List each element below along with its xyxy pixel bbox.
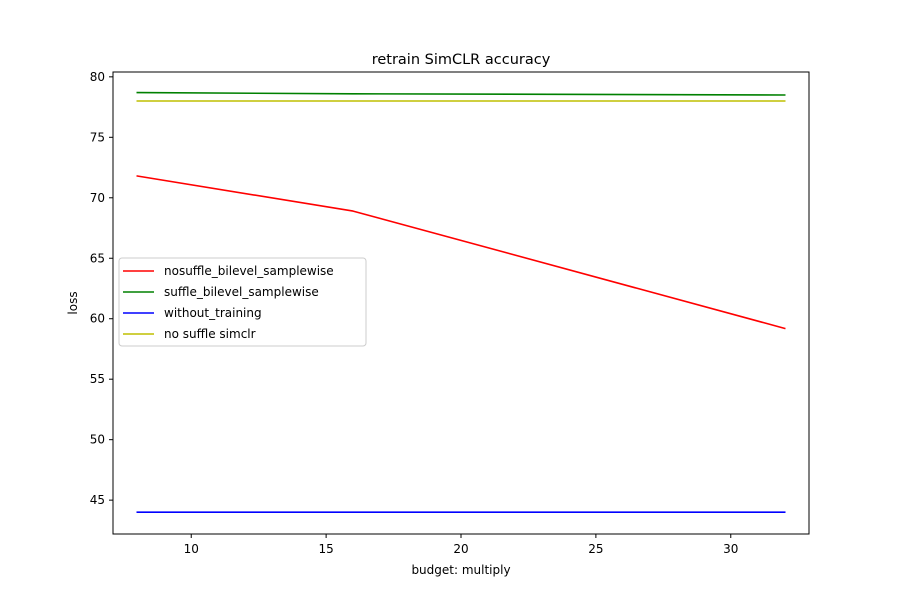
x-tick-label: 15 <box>318 542 333 556</box>
y-axis-label: loss <box>66 291 80 314</box>
x-axis-label: budget: multiply <box>411 563 510 577</box>
y-tick-label: 60 <box>90 312 105 326</box>
legend-entry: nosuffle_bilevel_samplewise <box>164 264 334 278</box>
legend-entry: no suffle simclr <box>164 327 256 341</box>
legend-entry: without_training <box>164 306 262 320</box>
series-line <box>136 91 786 96</box>
y-tick-label: 45 <box>90 493 105 507</box>
x-tick-label: 10 <box>184 542 199 556</box>
y-tick-label: 70 <box>90 191 105 205</box>
y-tick-label: 65 <box>90 251 105 265</box>
y-tick-label: 80 <box>90 70 105 84</box>
axis-ticks: 10 15 20 25 30 45 50 55 60 65 70 75 80 <box>90 70 739 556</box>
legend-box <box>118 257 367 347</box>
y-tick-label: 75 <box>90 130 105 144</box>
y-tick-label: 50 <box>90 433 105 447</box>
x-tick-label: 25 <box>588 542 603 556</box>
x-tick-label: 30 <box>723 542 738 556</box>
chart-title: retrain SimCLR accuracy <box>372 52 551 68</box>
x-tick-label: 20 <box>453 542 468 556</box>
legend: nosuffle_bilevel_samplewise suffle_bileve… <box>118 257 367 347</box>
y-tick-label: 55 <box>90 372 105 386</box>
series-line <box>136 175 786 330</box>
plot-frame <box>112 71 810 535</box>
legend-entry: suffle_bilevel_samplewise <box>164 285 319 299</box>
series-lines <box>136 91 786 514</box>
